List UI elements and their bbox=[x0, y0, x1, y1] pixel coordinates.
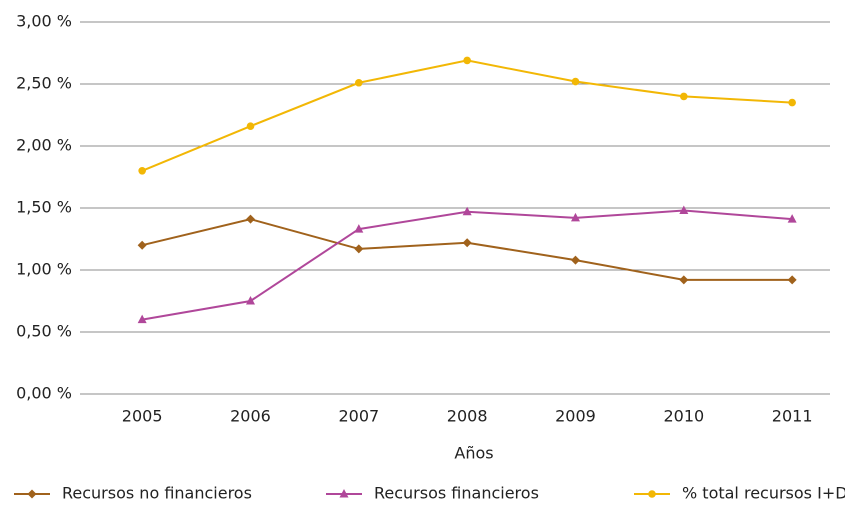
y-tick-label: 1,50 % bbox=[16, 198, 72, 217]
legend-label: Recursos financieros bbox=[374, 484, 539, 503]
point bbox=[339, 489, 349, 498]
y-tick-label: 1,00 % bbox=[16, 260, 72, 279]
point bbox=[787, 214, 797, 223]
point bbox=[355, 78, 363, 87]
point bbox=[246, 122, 255, 130]
x-tick-label: 2005 bbox=[122, 407, 163, 426]
point bbox=[354, 244, 364, 254]
x-tick-label: 2010 bbox=[663, 407, 704, 426]
point bbox=[679, 275, 689, 285]
point bbox=[138, 167, 146, 175]
point bbox=[245, 214, 255, 224]
point bbox=[245, 296, 255, 305]
point bbox=[137, 240, 147, 250]
point bbox=[571, 77, 580, 86]
series-line bbox=[141, 218, 793, 281]
point bbox=[462, 238, 472, 248]
y-tick-label: 2,50 % bbox=[16, 74, 72, 93]
y-tick-label: 3,00 % bbox=[16, 12, 72, 31]
point bbox=[680, 92, 688, 101]
y-tick-label: 2,00 % bbox=[16, 136, 72, 155]
point bbox=[137, 314, 147, 324]
point bbox=[787, 275, 797, 285]
point bbox=[27, 489, 37, 499]
legend-label: Recursos no financieros bbox=[62, 484, 252, 503]
x-tick-label: 2007 bbox=[338, 407, 379, 426]
point bbox=[788, 98, 796, 107]
point bbox=[462, 206, 472, 216]
x-tick-label: 2008 bbox=[447, 407, 488, 426]
point bbox=[648, 490, 656, 498]
legend-label: % total recursos I+D bbox=[682, 484, 845, 503]
series-line bbox=[141, 209, 793, 321]
point bbox=[570, 255, 580, 265]
y-tick-label: 0,50 % bbox=[16, 322, 72, 341]
x-tick-label: 2011 bbox=[772, 407, 813, 426]
point bbox=[354, 224, 364, 233]
point bbox=[463, 56, 471, 65]
y-tick-label: 0,00 % bbox=[16, 384, 72, 403]
series-line bbox=[141, 59, 793, 172]
x-tick-label: 2006 bbox=[230, 407, 271, 426]
x-tick-label: 2009 bbox=[555, 407, 596, 426]
point bbox=[570, 212, 580, 222]
point bbox=[679, 205, 689, 214]
x-axis-title: Años bbox=[454, 444, 493, 463]
